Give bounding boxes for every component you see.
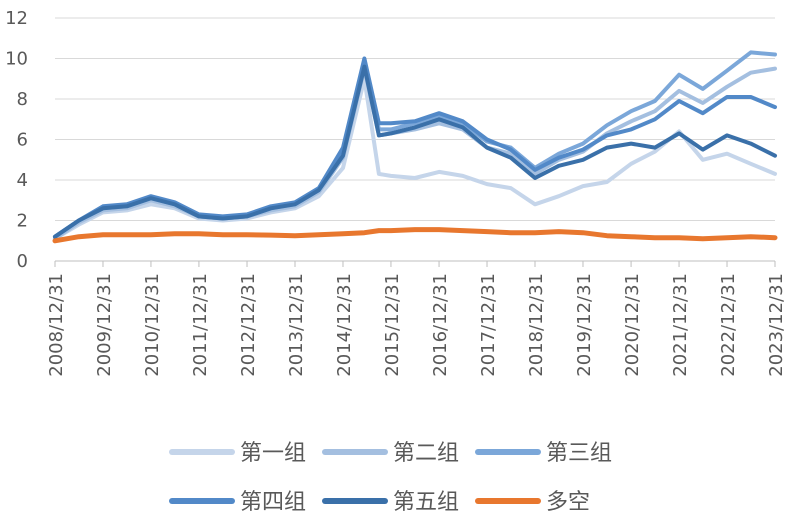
legend-label: 第三组 — [546, 441, 612, 466]
x-tick-label: 2016/12/31 — [430, 273, 451, 377]
y-tick-label: 8 — [17, 89, 28, 110]
series-line-5 — [53, 64, 777, 239]
y-tick-label: 0 — [17, 251, 28, 272]
axes — [54, 260, 776, 267]
x-tick-label: 2023/12/31 — [766, 273, 787, 377]
y-tick-label: 10 — [5, 49, 28, 70]
x-tick-label: 2018/12/31 — [526, 273, 547, 377]
legend-label: 第一组 — [240, 441, 306, 466]
x-tick-label: 2021/12/31 — [670, 273, 691, 377]
y-tick-labels: 0 2 4 6 8 10 12 — [5, 8, 28, 272]
legend-label: 第四组 — [240, 490, 306, 515]
x-tick-label: 2020/12/31 — [622, 273, 643, 377]
x-tick-label: 2014/12/31 — [334, 273, 355, 377]
x-tick-label: 2010/12/31 — [142, 273, 163, 377]
y-tick-label: 4 — [17, 170, 28, 191]
x-tick-label: 2015/12/31 — [382, 273, 403, 377]
y-tick-label: 2 — [17, 211, 28, 232]
legend-label: 第五组 — [393, 490, 459, 515]
x-tick-label: 2017/12/31 — [478, 273, 499, 377]
series-line-2 — [53, 66, 777, 241]
y-tick-label: 6 — [17, 130, 28, 151]
x-tick-label: 2022/12/31 — [718, 273, 739, 377]
x-tick-label: 2013/12/31 — [286, 273, 307, 377]
series-layer — [52, 50, 778, 244]
grid-lines — [55, 17, 775, 221]
legend-label: 第二组 — [393, 441, 459, 466]
x-tick-labels: 2008/12/31 2009/12/31 2010/12/31 2011/12/31… — [46, 273, 787, 377]
x-tick-label: 2009/12/31 — [94, 273, 115, 377]
x-tick-label: 2019/12/31 — [574, 273, 595, 377]
series-line-3 — [53, 50, 777, 239]
series-line-6 — [52, 227, 778, 244]
x-tick-label: 2012/12/31 — [238, 273, 259, 377]
x-tick-label: 2011/12/31 — [190, 273, 211, 377]
y-tick-label: 12 — [5, 8, 28, 29]
x-tick-label: 2008/12/31 — [46, 273, 67, 377]
legend-label: 多空 — [546, 490, 590, 515]
